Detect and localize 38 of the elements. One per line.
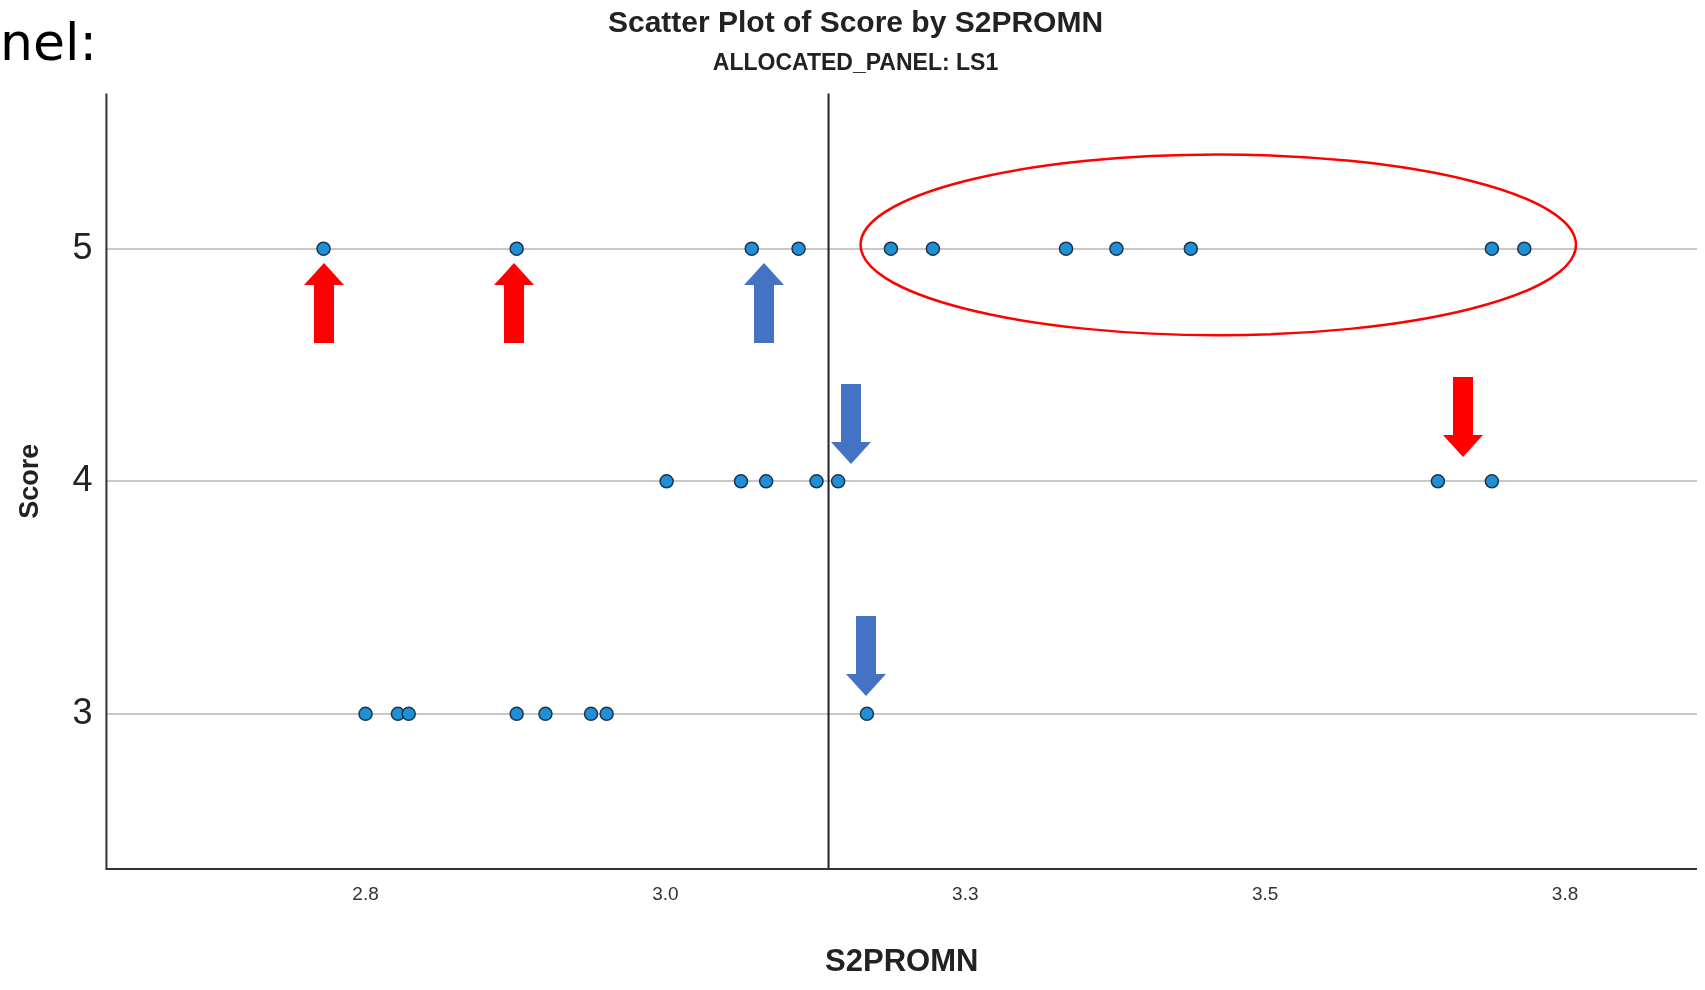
x-tick-label: 3.5 xyxy=(1251,882,1279,904)
chart-subtitle: ALLOCATED_PANEL: LS1 xyxy=(712,49,999,76)
point xyxy=(1517,241,1532,256)
point xyxy=(859,706,875,722)
point xyxy=(809,474,824,489)
text: nel: xyxy=(0,11,97,72)
x-tick-label: 3.3 xyxy=(952,882,979,904)
point xyxy=(538,706,553,722)
y-axis-title: Score xyxy=(13,443,44,519)
point xyxy=(1484,241,1500,256)
point xyxy=(659,474,674,489)
y-tick-label: 3 xyxy=(72,690,93,732)
point xyxy=(583,706,599,722)
point xyxy=(791,241,806,256)
point xyxy=(925,241,941,256)
x-tick-label: 3.0 xyxy=(652,882,679,904)
point xyxy=(830,474,846,489)
point xyxy=(744,241,760,256)
y-tick-label: 4 xyxy=(72,458,93,500)
point xyxy=(1484,474,1500,489)
point xyxy=(358,706,373,722)
y-tick-label: 5 xyxy=(72,225,93,267)
point xyxy=(1183,241,1199,256)
point xyxy=(316,241,331,256)
x-axis-title: S2PROMN xyxy=(825,942,979,978)
point xyxy=(401,706,416,722)
x-tick-label: 2.8 xyxy=(352,882,379,904)
point xyxy=(883,241,899,256)
point xyxy=(1109,241,1124,256)
point xyxy=(1430,474,1446,489)
chart-title: Scatter Plot of Score by S2PROMN xyxy=(607,5,1104,39)
point xyxy=(509,241,524,256)
point xyxy=(599,706,614,722)
point xyxy=(509,706,524,722)
x-tick-label: 3.8 xyxy=(1551,882,1579,904)
point xyxy=(1058,241,1074,256)
point xyxy=(758,474,774,489)
point xyxy=(733,474,749,489)
